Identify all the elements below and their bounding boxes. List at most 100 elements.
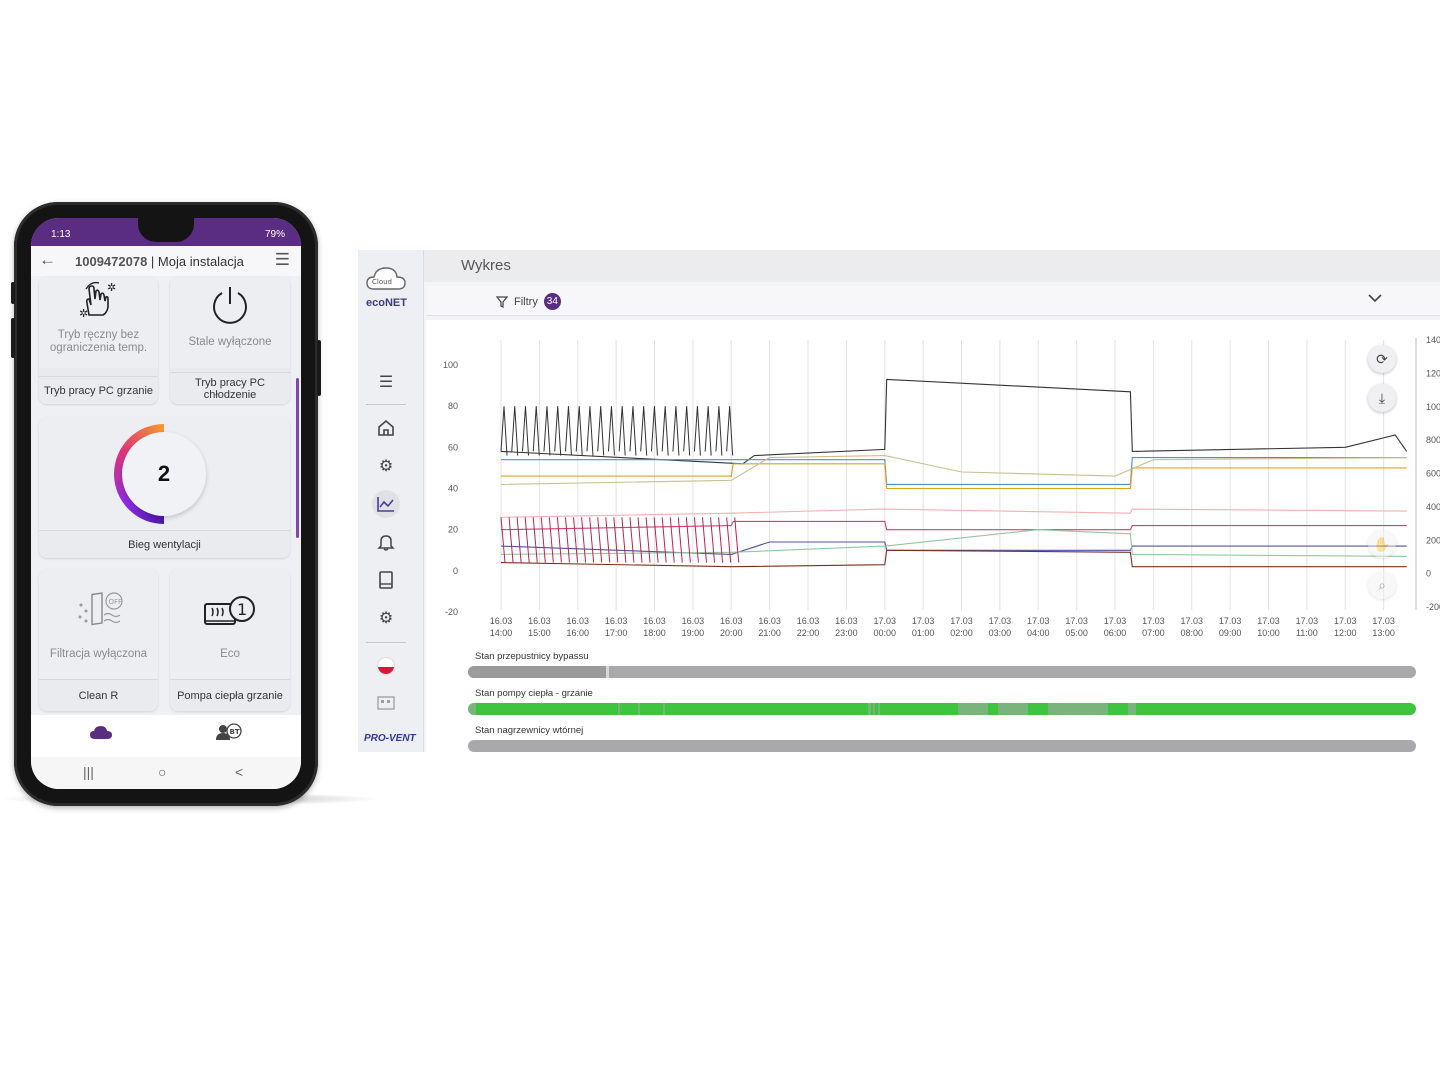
filters-count-badge: 34 — [543, 293, 561, 310]
cooling-mode-state: Stale wyłączone — [188, 336, 272, 348]
y-right-tick-label: -200 — [1426, 602, 1440, 612]
filtration-state: Filtracja wyłączona — [49, 648, 148, 660]
x-tick-label: 15:00 — [528, 628, 551, 638]
book-icon[interactable] — [372, 566, 400, 594]
zoom-icon[interactable]: ⌕ — [1368, 571, 1396, 599]
series-line — [500, 508, 1407, 518]
funnel-icon — [496, 295, 508, 308]
phone-side-button — [11, 282, 15, 304]
svg-text:OFF: OFF — [108, 598, 122, 606]
x-tick-label: 05:00 — [1065, 628, 1088, 638]
x-tick-label: 17.03 — [1257, 616, 1280, 626]
camera-notch — [138, 218, 194, 242]
manual-mode-caption: Tryb pracy PC grzanie — [39, 376, 158, 404]
flag-pl-icon[interactable] — [372, 652, 400, 680]
scrollbar[interactable] — [296, 378, 299, 538]
filters-button[interactable]: Filtry 34 — [496, 293, 561, 310]
x-tick-label: 10:00 — [1257, 628, 1280, 638]
phone-side-button — [11, 318, 15, 358]
tile-heating-mode[interactable]: ✲ ✲ Tryb ręczny bez ograniczenia temp. T… — [39, 276, 158, 404]
tile-filtration[interactable]: OFF Filtracja wyłączona Clean R — [39, 569, 158, 711]
x-tick-label: 13:00 — [1372, 628, 1395, 638]
x-tick-label: 17.03 — [1104, 616, 1127, 626]
x-tick-label: 16.03 — [605, 616, 628, 626]
back-button[interactable]: < — [235, 764, 244, 780]
pan-icon[interactable]: ✋ — [1368, 530, 1396, 558]
filtration-caption: Clean R — [39, 679, 158, 711]
state-off-segment — [873, 703, 875, 715]
x-tick-label: 16.03 — [643, 616, 666, 626]
refresh-icon[interactable]: ⟳ — [1368, 345, 1396, 373]
y-tick-label: 40 — [448, 484, 458, 494]
x-tick-label: 16.03 — [797, 616, 820, 626]
series-line — [501, 457, 1407, 485]
bottom-nav: BT — [31, 715, 301, 757]
gears-icon[interactable]: ⚙ — [378, 458, 394, 475]
state-bar-label: Stan nagrzewnicy wtórnej — [475, 725, 584, 736]
cloud-icon[interactable] — [89, 724, 113, 740]
y-tick-label: 0 — [453, 566, 458, 576]
home-button[interactable]: ○ — [158, 764, 167, 780]
state-bar-label: Stan pompy ciepła - grzanie — [475, 688, 593, 699]
tile-cooling-mode[interactable]: Stale wyłączone Tryb pracy PC chłodzenie — [170, 276, 290, 404]
fan-speed-value: 2 — [122, 432, 206, 516]
state-bar-label: Stan przepustnicy bypassu — [475, 651, 589, 662]
recents-button[interactable]: ||| — [83, 764, 94, 780]
state-off-segment — [468, 703, 476, 715]
x-tick-label: 02:00 — [950, 628, 973, 638]
x-tick-label: 09:00 — [1219, 628, 1242, 638]
state-off-segment — [868, 703, 871, 715]
system-nav-bar: ||| ○ < — [31, 757, 301, 789]
tile-fan-speed[interactable]: 2 Bieg wentylacji — [39, 417, 290, 558]
building-icon[interactable] — [372, 688, 400, 716]
y-right-tick-label: 200 — [1426, 535, 1440, 545]
bell-icon[interactable] — [372, 528, 400, 556]
series-line — [500, 549, 1407, 568]
tile-heat-pump[interactable]: 1 Eco Pompa ciepła grzanie — [170, 569, 290, 711]
x-tick-label: 17.03 — [1142, 616, 1165, 626]
download-icon[interactable]: ⤓ — [1368, 384, 1396, 412]
series-spikes — [500, 517, 740, 563]
econet-cloud-logo-icon: Cloud — [366, 267, 406, 290]
series-line — [501, 463, 1407, 490]
x-tick-label: 11:00 — [1296, 628, 1318, 638]
filters-label: Filtry — [514, 295, 538, 308]
x-tick-label: 21:00 — [758, 628, 781, 638]
line-chart[interactable]: 16.03 14:00 16.03 15:00 16.03 16:00 16.03 17:00… — [426, 320, 1440, 650]
econet-web-app: Cloud ecoNET ☰ ⚙ ⚙ PRO-VENT Wykres — [358, 250, 1440, 752]
y-right-tick-label: 1000 — [1426, 402, 1440, 412]
user-bluetooth-icon[interactable]: BT — [216, 723, 242, 741]
status-time: 1:13 — [51, 229, 71, 240]
x-tick-label: 07:00 — [1142, 628, 1165, 638]
svg-text:✲: ✲ — [79, 307, 88, 319]
chevron-down-icon[interactable] — [1368, 293, 1382, 303]
home-icon[interactable] — [372, 414, 400, 442]
x-tick-label: 16.03 — [566, 616, 589, 626]
filter-bar: Filtry 34 — [426, 286, 1440, 316]
heat-pump-caption: Pompa ciepła grzanie — [170, 679, 290, 711]
x-tick-label: 23:00 — [835, 628, 858, 638]
sidebar: Cloud ecoNET ☰ ⚙ ⚙ PRO-VENT — [358, 250, 424, 752]
series-line — [500, 455, 1407, 485]
series-line — [500, 520, 1407, 531]
bypass-state-bar — [468, 666, 1416, 678]
state-off-segment — [1048, 703, 1108, 715]
y-tick-label: 20 — [448, 525, 458, 535]
chart-icon[interactable] — [372, 490, 400, 518]
phone-power-button — [317, 340, 321, 396]
y-right-tick-label: 0 — [1426, 569, 1431, 579]
settings-icon[interactable]: ⚙ — [378, 610, 394, 627]
logo-cloud-text: Cloud — [372, 278, 392, 286]
y-tick-label: 100 — [443, 360, 458, 370]
series-line — [500, 541, 1407, 555]
list-icon[interactable]: ☰ — [378, 374, 394, 391]
hamburger-menu-icon[interactable]: ☰ — [274, 250, 290, 269]
x-tick-label: 17:00 — [605, 628, 628, 638]
x-tick-label: 01:00 — [912, 628, 935, 638]
series-spikes — [500, 406, 734, 456]
back-arrow-icon[interactable]: ← — [39, 250, 56, 269]
heat-pump-state-bar — [468, 703, 1416, 715]
x-tick-label: 04:00 — [1027, 628, 1050, 638]
x-tick-label: 20:00 — [720, 628, 743, 638]
